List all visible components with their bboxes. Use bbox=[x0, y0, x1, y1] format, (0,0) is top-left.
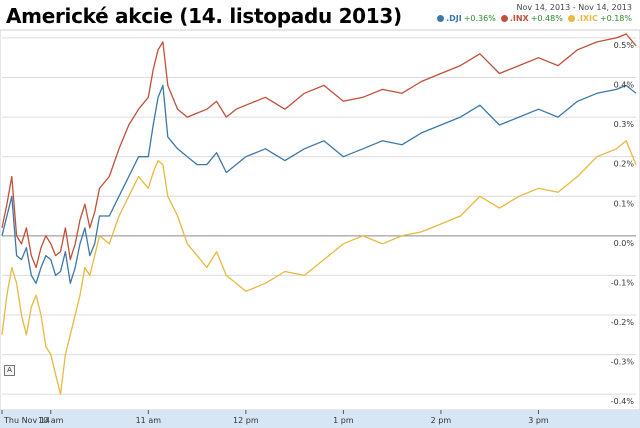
y-axis-ticks: 0.5% 0.4% 0.3% 0.2% 0.1% 0.0% -0.1% -0.2% -0.3% -… bbox=[611, 41, 635, 406]
series-lines bbox=[1, 33, 637, 395]
series-line-dji[interactable] bbox=[1, 84, 637, 284]
legend-dot-inx bbox=[500, 15, 508, 22]
x-tick-label: 11 am bbox=[136, 416, 162, 425]
y-tick-label: 0.5% bbox=[614, 41, 635, 50]
legend: .DJI +0.36% .INX +0.48% .IXIC +0.18% bbox=[437, 14, 632, 23]
date-range: Nov 14, 2013 - Nov 14, 2013 bbox=[516, 3, 632, 12]
x-tick-label: 2 pm bbox=[431, 416, 452, 425]
legend-item-inx[interactable]: .INX +0.48% bbox=[500, 14, 563, 23]
legend-item-dji[interactable]: .DJI +0.36% bbox=[437, 14, 496, 23]
y-tick-label: 0.4% bbox=[614, 81, 635, 90]
series-line-inx[interactable] bbox=[1, 33, 637, 269]
y-tick-label: 0.3% bbox=[614, 120, 635, 129]
legend-change-ixic: +0.18% bbox=[599, 14, 632, 23]
legend-change-inx: +0.48% bbox=[530, 14, 563, 23]
x-tick-label: 10 am bbox=[38, 416, 64, 425]
chart-title: Americké akcie (14. listopadu 2013) bbox=[6, 4, 402, 28]
series-line-ixic[interactable] bbox=[1, 140, 637, 395]
legend-change-dji: +0.36% bbox=[463, 14, 496, 23]
legend-symbol-inx: .INX bbox=[509, 14, 529, 23]
y-tick-label: 0.2% bbox=[614, 160, 635, 169]
y-tick-label: -0.4% bbox=[611, 397, 635, 406]
legend-dot-dji bbox=[437, 15, 445, 22]
legend-symbol-dji: .DJI bbox=[446, 14, 462, 23]
x-tick-label: 1 pm bbox=[333, 416, 354, 425]
legend-dot-ixic bbox=[567, 15, 575, 22]
event-marker-a[interactable]: A bbox=[4, 365, 15, 376]
x-tick-label: Thu Nov 14 bbox=[3, 416, 50, 425]
y-tick-label: -0.1% bbox=[611, 278, 635, 287]
legend-item-ixic[interactable]: .IXIC +0.18% bbox=[567, 14, 632, 23]
gridlines bbox=[2, 37, 636, 395]
y-tick-label: 0.1% bbox=[614, 199, 635, 208]
y-tick-label: -0.2% bbox=[611, 318, 635, 327]
legend-symbol-ixic: .IXIC bbox=[576, 14, 598, 23]
y-tick-label: 0.0% bbox=[614, 239, 635, 248]
y-tick-label: -0.3% bbox=[611, 358, 635, 367]
x-axis-bar[interactable] bbox=[0, 410, 640, 428]
x-tick-label: 12 pm bbox=[233, 416, 259, 425]
x-tick-label: 3 pm bbox=[528, 416, 549, 425]
